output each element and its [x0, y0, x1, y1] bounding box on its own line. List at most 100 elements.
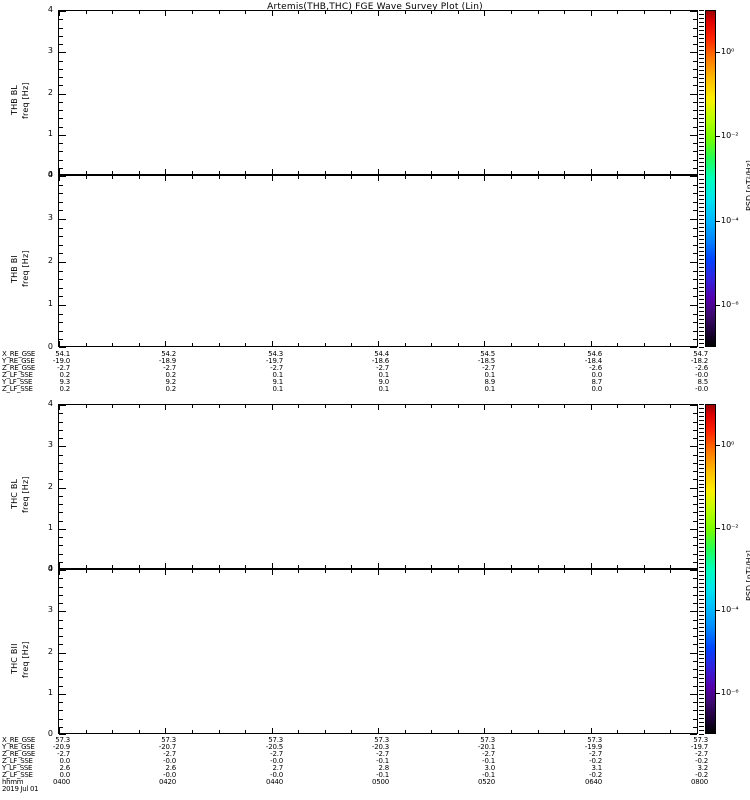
y-axis-major-tick: [59, 219, 66, 220]
x-axis-major-tick: [59, 405, 60, 410]
x-axis-minor-tick: [511, 405, 512, 408]
x-axis-minor-tick: [351, 405, 352, 408]
annotation-value: 0.1: [484, 371, 495, 379]
x-axis-minor-tick: [245, 405, 246, 408]
plot-panel-thc-bl[interactable]: [58, 404, 698, 570]
x-axis-minor-tick: [617, 171, 618, 174]
x-axis-minor-tick: [351, 730, 352, 733]
y-axis-minor-tick: [59, 288, 63, 289]
y-axis-major-tick: [59, 488, 66, 489]
annotation-value: 54.5: [480, 350, 495, 358]
annotation-row-key: X_RE_GSE: [2, 736, 35, 744]
x-axis-minor-tick: [245, 176, 246, 179]
y-axis-minor-tick: [59, 127, 63, 128]
x-axis-minor-tick: [405, 570, 406, 573]
y-axis-minor-tick: [693, 595, 697, 596]
x-axis-minor-tick: [511, 11, 512, 14]
x-axis-minor-tick: [112, 171, 113, 174]
y-axis-major-tick: [59, 176, 66, 177]
plot-panel-thb-bl[interactable]: [58, 10, 698, 176]
x-axis-minor-tick: [86, 570, 87, 573]
y-axis-tick-label: 2: [47, 481, 53, 491]
colorbar-minor-tick: [699, 615, 704, 616]
y-axis-minor-tick: [693, 719, 697, 720]
y-axis-minor-tick: [693, 669, 697, 670]
annotation-value: -0.2: [589, 771, 602, 779]
x-axis-minor-tick: [617, 11, 618, 14]
y-axis-major-tick: [690, 694, 697, 695]
annotation-row-key: Y_RE_GSE: [2, 743, 35, 751]
y-axis-tick-label: 4: [47, 170, 53, 179]
x-axis-minor-tick: [219, 343, 220, 346]
colorbar-title-thc: PSD [nT²/Hz]: [745, 550, 750, 601]
annotation-value: 3.0: [484, 764, 495, 772]
x-axis-minor-tick: [112, 730, 113, 733]
x-axis-minor-tick: [192, 176, 193, 179]
y-axis-minor-tick: [693, 471, 697, 472]
colorbar-minor-tick: [699, 10, 704, 11]
y-axis-tick-label: 4: [47, 564, 53, 573]
x-axis-minor-tick: [192, 730, 193, 733]
x-axis-minor-tick: [564, 171, 565, 174]
colorbar-minor-tick: [699, 195, 704, 196]
colorbar-minor-tick: [699, 331, 704, 332]
plot-panel-thb-bi[interactable]: [58, 175, 698, 348]
x-axis-major-tick: [697, 176, 698, 181]
x-axis-major-tick: [59, 570, 60, 575]
y-axis-tick-label: 3: [47, 605, 53, 615]
y-axis-minor-tick: [693, 438, 697, 439]
annotation-value: -0.0: [163, 757, 176, 765]
colorbar-minor-tick: [699, 158, 704, 159]
x-axis-minor-tick: [431, 11, 432, 14]
y-axis-major-tick: [690, 347, 697, 348]
x-axis-minor-tick: [192, 405, 193, 408]
colorbar-minor-tick: [699, 722, 704, 723]
x-axis-minor-tick: [86, 176, 87, 179]
y-axis-major-tick: [59, 405, 66, 406]
colorbar-minor-tick: [699, 14, 704, 15]
x-axis-major-tick: [59, 11, 60, 16]
colorbar-minor-tick: [699, 106, 704, 107]
x-axis-minor-tick: [139, 730, 140, 733]
colorbar-minor-tick: [699, 730, 704, 731]
colorbar-minor-tick: [699, 187, 704, 188]
colorbar-minor-tick: [699, 235, 704, 236]
y-axis-minor-tick: [59, 661, 63, 662]
colorbar-minor-tick: [699, 239, 704, 240]
x-axis-minor-tick: [112, 565, 113, 568]
x-axis-minor-tick: [139, 405, 140, 408]
x-axis-major-tick: [591, 405, 592, 410]
y-axis-tick-label: 1: [47, 299, 53, 308]
x-axis-major-tick: [378, 169, 379, 174]
y-axis-minor-tick: [693, 253, 697, 254]
colorbar-minor-tick: [699, 78, 704, 79]
y-axis-tick-label: 2: [47, 646, 53, 656]
y-axis-minor-tick: [693, 710, 697, 711]
annotation-value: -20.7: [158, 743, 176, 751]
annotation-value: -2.7: [270, 750, 283, 758]
colorbar-minor-tick: [699, 114, 704, 115]
colorbar-minor-tick: [699, 327, 704, 328]
colorbar-minor-tick: [699, 259, 704, 260]
colorbar-minor-tick: [699, 595, 704, 596]
y-axis-title-thb-bi: freq [Hz]: [21, 250, 30, 287]
y-axis-minor-tick: [59, 702, 63, 703]
x-axis-minor-tick: [298, 570, 299, 573]
y-axis-minor-tick: [59, 504, 63, 505]
x-axis-minor-tick: [112, 11, 113, 14]
colorbar-minor-tick: [699, 539, 704, 540]
plot-panel-thc-bii[interactable]: [58, 569, 698, 735]
annotation-row-key: Z_LF_SSE: [2, 771, 33, 779]
y-axis-minor-tick: [693, 160, 697, 161]
x-axis-major-tick: [591, 11, 592, 16]
annotation-value: -2.7: [376, 364, 389, 372]
y-axis-minor-tick: [59, 537, 63, 538]
y-axis-major-tick: [59, 94, 66, 95]
x-axis-major-tick: [378, 341, 379, 346]
colorbar-minor-tick: [699, 555, 704, 556]
y-axis-minor-tick: [59, 102, 63, 103]
x-axis-major-tick: [165, 169, 166, 174]
panel-label-thc-bl: THC BL: [10, 478, 19, 509]
annotation-value: -18.4: [584, 357, 602, 365]
y-axis-minor-tick: [693, 422, 697, 423]
